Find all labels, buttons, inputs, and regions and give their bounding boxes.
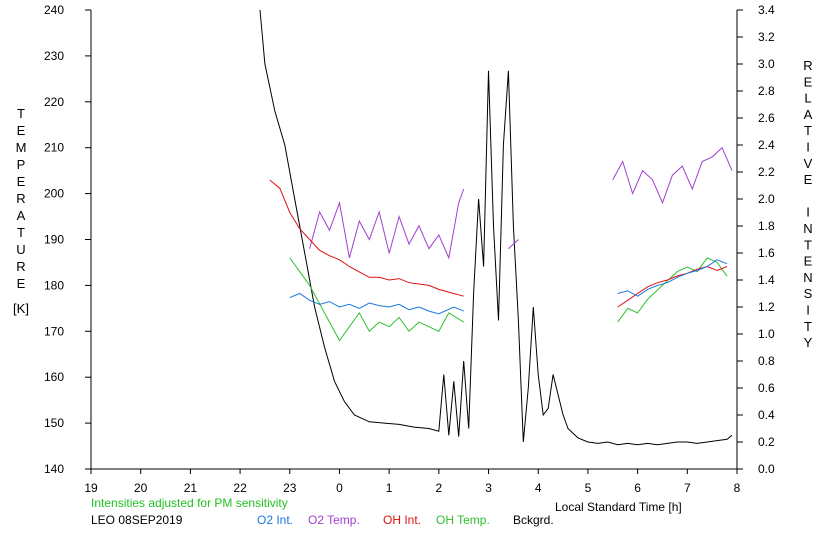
y-left-label-letter: T [17, 106, 25, 121]
x-tick-label: 8 [734, 481, 741, 495]
y-right-tick-label: 0.8 [758, 354, 775, 368]
y-left-label-letter: E [17, 174, 26, 189]
x-tick-label: 0 [336, 481, 343, 495]
series-o2-int [289, 292, 464, 315]
y-right-label-letter: I [806, 205, 810, 220]
series-oh-temp [289, 257, 464, 342]
y-left-tick-label: 190 [44, 233, 64, 247]
y-right-tick-label: 0.0 [758, 462, 775, 476]
y-right-label-letter: V [804, 156, 813, 171]
y-right-tick-label: 1.4 [758, 273, 775, 287]
y-right-tick-label: 1.8 [758, 219, 775, 233]
series-bckgrd [259, 9, 733, 446]
x-tick-label: 7 [684, 481, 691, 495]
series-o2-temp [612, 146, 733, 205]
y-left-label-letter: R [16, 259, 25, 274]
x-tick-label: 1 [386, 481, 393, 495]
y-right-tick-label: 0.6 [758, 381, 775, 395]
y-right-tick-label: 2.2 [758, 165, 775, 179]
y-left-tick-label: 150 [44, 416, 64, 430]
y-left-tick-label: 200 [44, 187, 64, 201]
y-left-label-letter: P [17, 157, 26, 172]
y-left-label-letter: A [17, 208, 26, 223]
y-left-tick-label: 220 [44, 95, 64, 109]
y-right-label-letter: Y [804, 335, 813, 350]
x-tick-label: 3 [485, 481, 492, 495]
y-left-tick-label: 140 [44, 462, 64, 476]
y-right-label-letter: T [804, 123, 812, 138]
legend-oh-temp: OH Temp. [436, 513, 490, 527]
y-right-label-letter: S [804, 286, 813, 301]
y-right-label-letter: E [804, 254, 813, 269]
y-left-tick-label: 230 [44, 49, 64, 63]
y-right-tick-label: 2.6 [758, 111, 775, 125]
station-label: LEO 08SEP2019 [91, 513, 183, 527]
x-tick-label: 19 [84, 481, 98, 495]
y-left-label-letter: M [16, 140, 27, 155]
y-left-label-letter: E [17, 276, 26, 291]
series-oh-int [617, 265, 728, 308]
y-right-tick-label: 1.0 [758, 327, 775, 341]
x-tick-label: 22 [233, 481, 247, 495]
series-o2-int [617, 259, 728, 297]
y-right-label-letter: I [806, 140, 810, 155]
legend-o2-temp: O2 Temp. [308, 513, 360, 527]
axis-ticks: 19 20 21 22 23 0 1 2 3 4 5 6 7 8140150160170180190200… [44, 3, 775, 495]
y-right-label-letter: N [803, 221, 812, 236]
series-group [259, 9, 733, 446]
y-left-tick-label: 240 [44, 3, 64, 17]
y-left-label-letter: T [17, 225, 25, 240]
x-tick-label: 21 [184, 481, 198, 495]
series-o2-temp [309, 188, 465, 260]
chart-note: Intensities adjusted for PM sensitivity [91, 496, 288, 510]
x-tick-label: 6 [634, 481, 641, 495]
y-right-tick-label: 2.8 [758, 84, 775, 98]
y-right-label-letter: E [804, 172, 813, 187]
y-right-tick-label: 0.2 [758, 435, 775, 449]
x-tick-label: 4 [535, 481, 542, 495]
legend-oh-int: OH Int. [383, 513, 421, 527]
y-left-tick-label: 180 [44, 278, 64, 292]
y-right-label-letter: T [804, 237, 812, 252]
y-right-label-letter: I [806, 303, 810, 318]
y-right-tick-label: 3.0 [758, 57, 775, 71]
y-left-tick-label: 160 [44, 370, 64, 384]
y-right-tick-label: 3.4 [758, 3, 775, 17]
series-o2-temp [508, 239, 519, 250]
y-right-label-letter: E [804, 74, 813, 89]
y-left-label-letter: U [16, 242, 25, 257]
x-axis-label: Local Standard Time [h] [555, 500, 682, 514]
y-right-label-letter: L [804, 91, 811, 106]
y-right-tick-label: 1.2 [758, 300, 775, 314]
y-right-label-letter: N [803, 270, 812, 285]
x-tick-label: 20 [134, 481, 148, 495]
y-left-tick-label: 170 [44, 324, 64, 338]
series-oh-int [269, 179, 464, 297]
x-tick-label: 5 [585, 481, 592, 495]
y-right-tick-label: 0.4 [758, 408, 775, 422]
y-right-tick-label: 1.6 [758, 246, 775, 260]
legend-bckgrd: Bckgrd. [513, 513, 554, 527]
plot-frame [90, 10, 738, 470]
x-tick-label: 23 [283, 481, 297, 495]
y-right-label-letter: A [804, 107, 813, 122]
x-tick-label: 2 [436, 481, 443, 495]
series-oh-temp [617, 257, 728, 323]
legend-o2-int: O2 Int. [257, 513, 293, 527]
y-right-label-letter: R [803, 58, 812, 73]
y-left-label-letter: E [17, 123, 26, 138]
y-left-unit: [K] [13, 301, 29, 316]
y-left-label-letter: R [16, 191, 25, 206]
y-right-label-letter: T [804, 319, 812, 334]
y-right-tick-label: 2.0 [758, 192, 775, 206]
y-right-tick-label: 2.4 [758, 138, 775, 152]
y-right-tick-label: 3.2 [758, 30, 775, 44]
y-left-tick-label: 210 [44, 141, 64, 155]
